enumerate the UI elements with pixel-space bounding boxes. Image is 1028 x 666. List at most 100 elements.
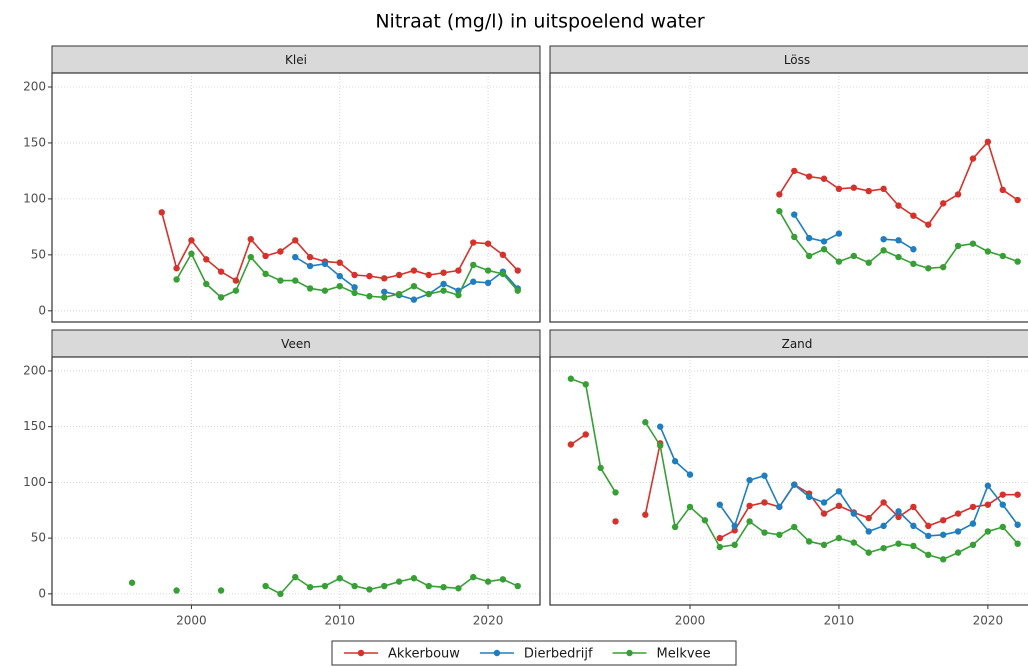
data-point — [642, 419, 649, 426]
data-point — [440, 280, 447, 288]
data-point — [895, 513, 902, 521]
data-point — [336, 259, 343, 266]
legend-box — [331, 640, 737, 666]
data-point — [895, 202, 902, 209]
x-tick-label: 2000 — [675, 614, 706, 628]
panel-title: Löss — [784, 53, 810, 67]
panel: Löss — [549, 45, 1028, 323]
data-point — [262, 582, 269, 590]
data-point — [761, 529, 768, 536]
data-point — [954, 242, 962, 250]
data-point — [835, 502, 843, 509]
legend-swatch — [626, 649, 633, 657]
data-point — [984, 501, 992, 508]
data-point — [865, 259, 872, 266]
data-point — [582, 431, 589, 438]
data-point — [969, 155, 977, 162]
data-point — [381, 275, 388, 282]
data-point — [514, 287, 521, 294]
data-point — [880, 235, 887, 243]
panel: Veen 0 50 100 150 200 2000 2010 2020 — [23, 329, 541, 628]
plot-border — [51, 72, 541, 323]
y-tick-label: 200 — [23, 363, 46, 377]
y-tick-label: 0 — [38, 303, 46, 317]
data-point — [395, 271, 403, 279]
data-point — [910, 503, 917, 511]
legend-swatch — [493, 649, 501, 657]
data-point — [925, 265, 932, 272]
data-point — [716, 534, 723, 542]
data-point — [1014, 196, 1021, 204]
data-point — [499, 576, 507, 583]
data-point — [470, 239, 477, 246]
data-point — [484, 578, 492, 585]
data-point — [865, 514, 872, 522]
data-point — [247, 235, 254, 243]
y-tick-label: 50 — [31, 531, 46, 545]
data-point — [776, 503, 783, 511]
data-point — [850, 539, 858, 546]
data-point — [910, 212, 917, 219]
data-point — [761, 499, 768, 506]
data-point — [499, 270, 507, 278]
x-tick-label: 2020 — [473, 614, 504, 628]
data-point — [835, 258, 843, 265]
data-point — [865, 549, 872, 556]
data-point — [939, 531, 947, 538]
data-point — [925, 522, 932, 530]
data-point — [776, 191, 783, 198]
data-point — [761, 472, 768, 479]
data-point — [880, 522, 887, 530]
data-point — [1014, 258, 1021, 265]
data-point — [910, 542, 917, 550]
data-point — [277, 590, 284, 598]
data-point — [306, 285, 314, 292]
data-point — [820, 175, 828, 182]
plot-border — [51, 356, 541, 606]
plot-border — [549, 356, 1028, 606]
plot-area — [550, 73, 1028, 322]
panel: Zand 2000 2010 2020 — [549, 329, 1028, 628]
data-point — [925, 551, 932, 559]
data-point — [984, 482, 992, 489]
data-point — [820, 238, 828, 245]
data-point — [262, 252, 269, 260]
data-point — [969, 240, 977, 247]
data-point — [425, 290, 432, 298]
data-point — [455, 291, 462, 299]
data-point — [514, 267, 521, 274]
data-point — [612, 489, 619, 496]
data-point — [835, 185, 843, 193]
y-tick-label: 50 — [31, 247, 46, 261]
data-point — [336, 272, 343, 280]
data-point — [850, 252, 858, 260]
data-point — [999, 186, 1006, 194]
data-point — [173, 587, 180, 594]
data-point — [597, 464, 604, 472]
data-point — [321, 582, 329, 590]
data-point — [217, 294, 225, 301]
data-point — [567, 441, 575, 448]
data-point — [954, 528, 962, 535]
data-point — [336, 282, 343, 290]
data-point — [217, 268, 225, 275]
data-point — [984, 138, 992, 146]
data-point — [820, 246, 828, 253]
data-point — [880, 499, 887, 506]
data-point — [484, 279, 492, 287]
data-point — [158, 209, 165, 216]
data-point — [1014, 521, 1021, 528]
data-point — [440, 583, 447, 591]
data-point — [642, 511, 649, 518]
data-point — [366, 586, 373, 593]
data-point — [835, 230, 843, 237]
plot-area — [550, 357, 1028, 605]
data-point — [776, 208, 783, 215]
data-point — [776, 531, 783, 538]
data-point — [306, 262, 314, 270]
data-point — [306, 583, 314, 591]
data-point — [686, 503, 694, 511]
data-point — [440, 269, 447, 276]
data-point — [999, 491, 1006, 498]
